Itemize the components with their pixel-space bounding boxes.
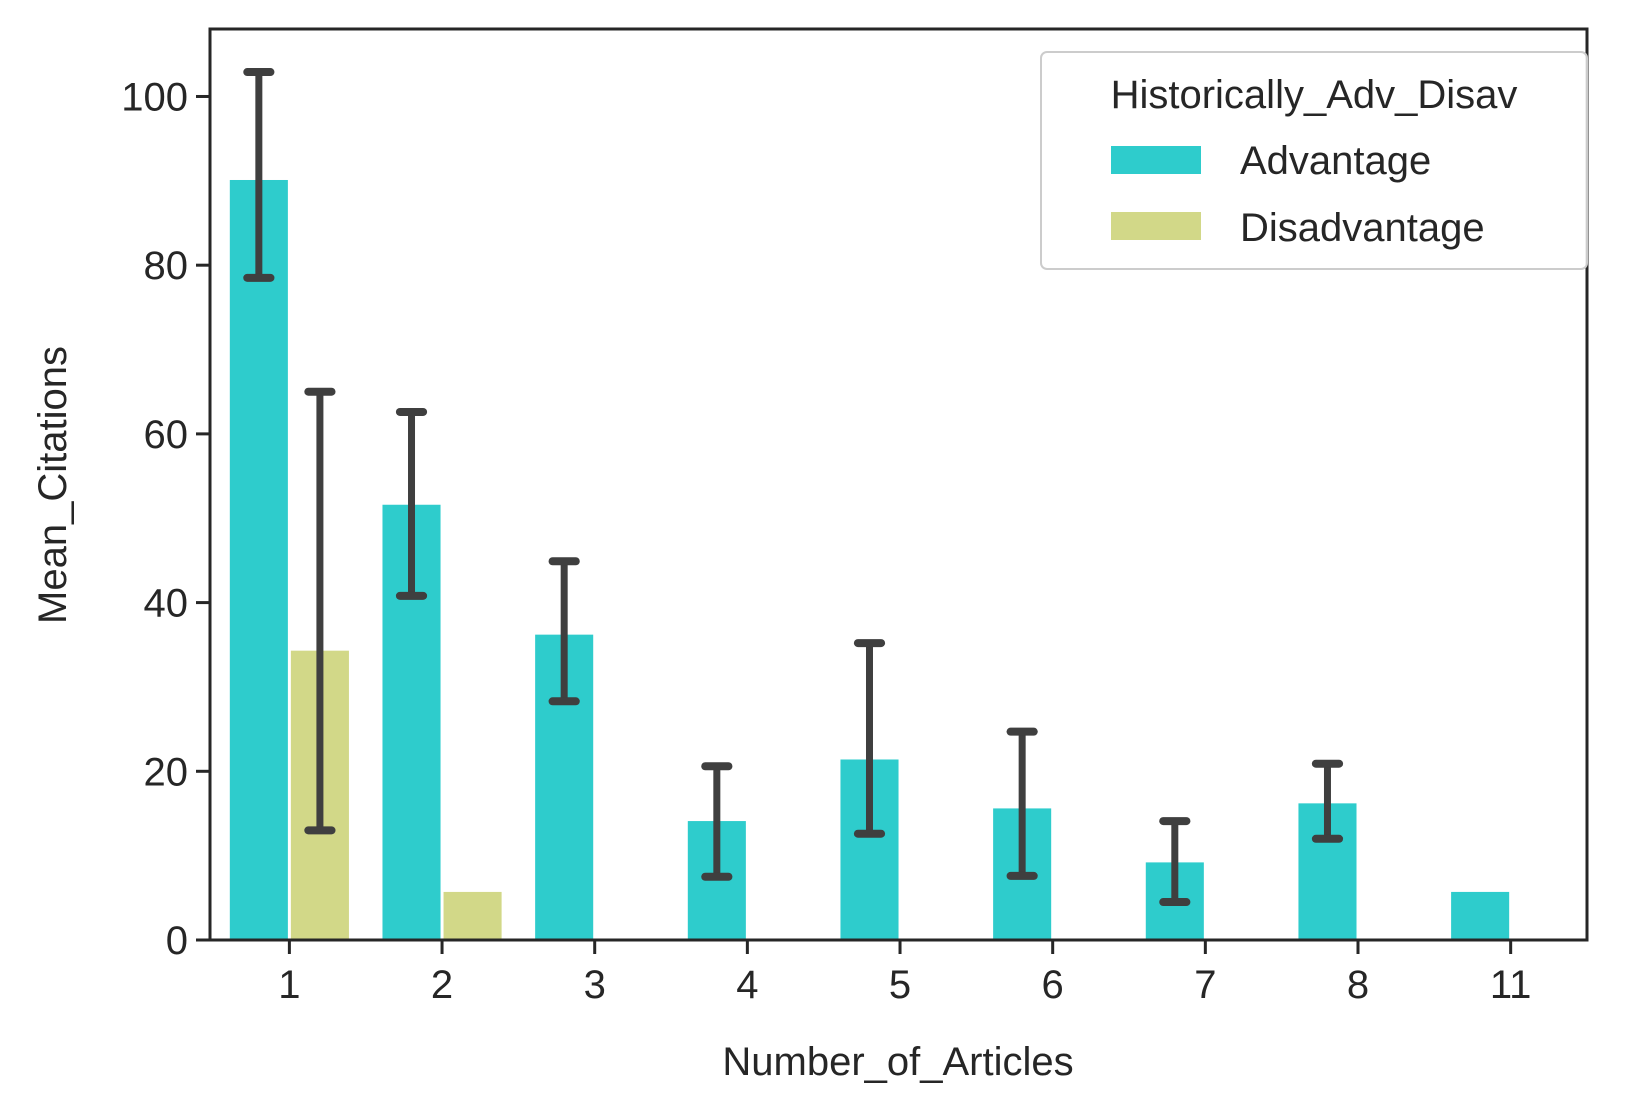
- error-bars-layer: [243, 68, 1344, 907]
- legend: Historically_Adv_Disav Advantage Disadva…: [1040, 51, 1588, 270]
- x-tick-label: 2: [431, 963, 453, 1007]
- x-ticks: 1 2 3 4 5 6 7 8 11: [278, 940, 1531, 1007]
- legend-title: Historically_Adv_Disav: [1111, 73, 1518, 117]
- x-tick-label: 3: [584, 963, 606, 1007]
- x-tick-label: 1: [278, 963, 300, 1007]
- x-tick-label: 11: [1490, 963, 1532, 1007]
- x-tick-label: 4: [736, 963, 758, 1007]
- legend-label-disadvantage: Disadvantage: [1240, 206, 1485, 250]
- x-axis-label: Number_of_Articles: [722, 1040, 1073, 1084]
- y-axis-label: Mean_Citations: [31, 346, 75, 624]
- y-tick-label: 20: [144, 750, 189, 794]
- y-tick-label: 0: [166, 919, 188, 963]
- legend-swatch-disadvantage: [1111, 212, 1201, 240]
- bar-advantage-11: [1451, 891, 1510, 940]
- x-tick-label: 6: [1042, 963, 1064, 1007]
- y-tick-label: 40: [144, 582, 189, 626]
- y-tick-label: 80: [144, 244, 189, 288]
- x-tick-label: 7: [1194, 963, 1216, 1007]
- y-tick-label: 60: [144, 413, 189, 457]
- y-ticks: 0 20 40 60 80 100: [121, 75, 210, 963]
- bar-advantage-1: [229, 179, 288, 941]
- x-tick-label: 8: [1347, 963, 1369, 1007]
- bars-layer: [229, 179, 1510, 941]
- legend-label-advantage: Advantage: [1240, 139, 1431, 183]
- x-tick-label: 5: [889, 963, 911, 1007]
- legend-swatch-advantage: [1111, 146, 1201, 174]
- axes-frame: [208, 27, 1589, 942]
- y-tick-label: 100: [121, 75, 188, 119]
- bar-disadvantage-2: [443, 891, 502, 940]
